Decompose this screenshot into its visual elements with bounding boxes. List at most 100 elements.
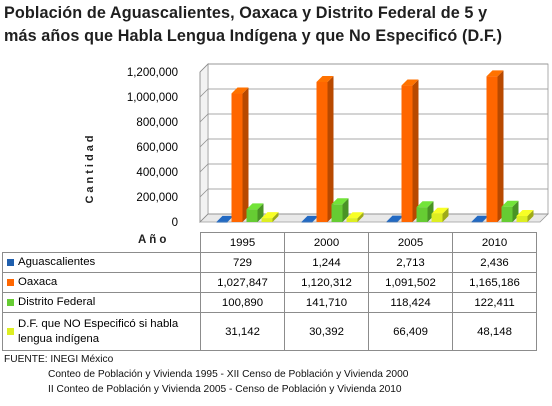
gridline [199, 88, 548, 98]
bar-side [242, 87, 249, 222]
table-cell: 48,148 [452, 312, 537, 351]
bar-top [386, 215, 404, 222]
bar [316, 75, 334, 222]
bar-side [327, 75, 334, 222]
bar-top [501, 200, 519, 207]
gridline [199, 63, 548, 73]
bar-front [216, 221, 228, 223]
table-row: Aguascalientes 729 1,244 2,713 2,436 [2, 252, 537, 273]
category-label: 2010 [452, 232, 537, 253]
x-axis-label: Año [138, 234, 169, 246]
gridline [199, 138, 548, 148]
source-line-3: II Conteo de Población y Vivienda 2005 -… [48, 384, 402, 395]
source-line-1: FUENTE: INEGI México [4, 354, 114, 365]
table-cell: 2,713 [368, 252, 453, 273]
bar-top [346, 212, 364, 219]
bar-top [301, 215, 319, 222]
bar [401, 79, 419, 222]
bar-front [516, 215, 528, 222]
table-cell: 2,436 [452, 252, 537, 273]
series-label: Distrito Federal [18, 296, 96, 308]
table-cell: 1,120,312 [284, 272, 369, 293]
bar-side [272, 212, 279, 222]
plot-area: 0 200,000 400,000 600,000 800,000 1,000,000 1,… [127, 63, 549, 229]
table-corner [3, 233, 201, 253]
bar-top [471, 215, 489, 222]
bar-top [331, 198, 349, 205]
table-cell: 31,142 [200, 312, 285, 351]
gridline [199, 188, 548, 198]
bar-side [412, 79, 419, 222]
bar-front [416, 207, 428, 222]
series-name: Distrito Federal [2, 292, 201, 313]
series-name: D.F. que NO Especificó si habla lengua in… [2, 312, 201, 351]
bar-top [261, 212, 279, 219]
bar-front [471, 221, 483, 223]
table-cell: 1,027,847 [200, 272, 285, 293]
bar-front [261, 218, 273, 222]
category-label: 2000 [284, 232, 369, 253]
chart-title-line-2: más años que Habla Lengua Indígena y que… [4, 27, 503, 45]
table-cell: 122,411 [452, 292, 537, 313]
bar-front [501, 206, 513, 222]
bar [431, 207, 449, 222]
series-label: Oaxaca [18, 276, 58, 288]
y-axis-label: Cantidad [84, 132, 96, 203]
table-cell: 100,890 [200, 292, 285, 313]
bar-side [257, 203, 264, 222]
series-label: D.F. que NO Especificó si habla lengua in… [18, 317, 179, 345]
bar-side [342, 198, 349, 222]
series-name: Aguascalientes [2, 252, 201, 273]
bar-front [401, 85, 413, 222]
bar [231, 87, 249, 222]
table-cell: 141,710 [284, 292, 369, 313]
legend-swatch [7, 328, 14, 335]
series-name: Oaxaca [2, 272, 201, 293]
legend-swatch [7, 259, 14, 266]
gridline [199, 163, 548, 173]
table-cell: 66,409 [368, 312, 453, 351]
table-header-row: 1995 2000 2005 2010 [3, 232, 537, 253]
y-tick-label: 600,000 [136, 142, 178, 154]
source-line-2: Conteo de Población y Vivienda 1995 - XI… [48, 369, 409, 380]
table-row: Distrito Federal 100,890 141,710 118,424 122… [2, 292, 537, 313]
table-row: D.F. que NO Especificó si habla lengua in… [2, 312, 537, 351]
bar-side [442, 207, 449, 222]
legend-swatch [7, 299, 14, 306]
bar [346, 212, 364, 222]
table-cell: 1,165,186 [452, 272, 537, 293]
bar-front [386, 221, 398, 223]
bar-front [316, 81, 328, 222]
bar-front [301, 221, 313, 223]
bar [246, 203, 264, 222]
category-label: 2005 [368, 232, 453, 253]
bar-side [527, 209, 534, 222]
bar [331, 198, 349, 222]
table-cell: 729 [200, 252, 285, 273]
bar-top [516, 209, 534, 216]
bar-front [231, 93, 243, 222]
category-label: 1995 [200, 232, 285, 253]
bar [516, 209, 534, 222]
series-label: Aguascalientes [18, 256, 96, 268]
bar-top [401, 79, 419, 86]
bar-top [231, 87, 249, 94]
chart-title: Población de Aguascalientes, Oaxaca y Di… [4, 2, 550, 48]
bar-top [431, 207, 449, 214]
table-cell: 30,392 [284, 312, 369, 351]
chart-title-line-1: Población de Aguascalientes, Oaxaca y Di… [4, 4, 488, 22]
bar [486, 70, 504, 223]
bar-front [486, 76, 498, 222]
bar-side [497, 70, 504, 223]
bar-side [357, 212, 364, 222]
y-tick-label: 1,200,000 [127, 67, 178, 79]
bar-top [246, 203, 264, 210]
bar-top [216, 215, 234, 222]
bar-front [431, 213, 443, 222]
y-tick-label: 400,000 [136, 167, 178, 179]
bar-top [416, 201, 434, 208]
legend-swatch [7, 279, 14, 286]
bar [261, 212, 279, 222]
gridline [199, 113, 548, 123]
table-cell: 118,424 [368, 292, 453, 313]
